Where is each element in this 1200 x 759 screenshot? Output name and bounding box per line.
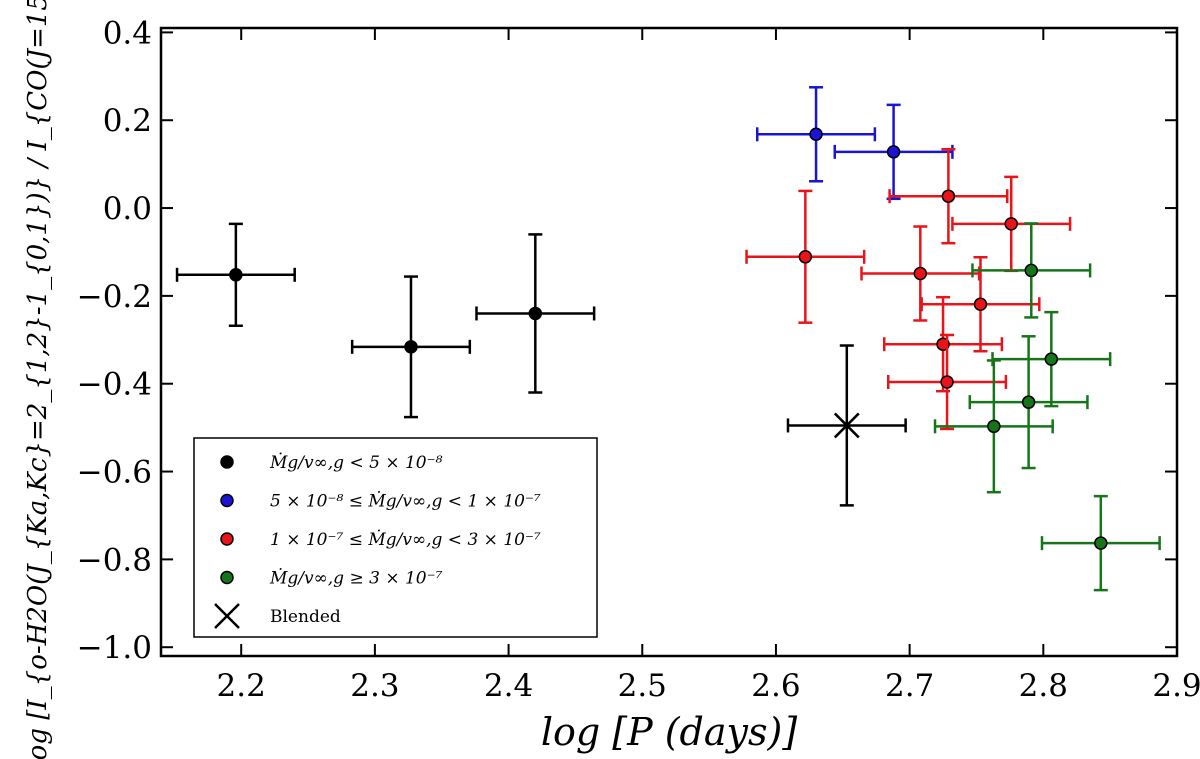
series-circle-1a14d4 [755, 86, 954, 201]
x-tick-label: 2.8 [1019, 668, 1068, 704]
y-tick-label: 0.0 [103, 191, 152, 227]
x-tick-label: 2.4 [484, 668, 533, 704]
data-point [745, 189, 866, 324]
y-axis-label: log [I_{o-H2O(J_{Ka,Kc}=2_{1,2}-1_{0,1})… [23, 0, 53, 759]
legend-label: 5 × 10⁻⁸ ≤ Ṁg/v∞,g < 1 × 10⁻⁷ [270, 491, 541, 512]
legend-item: Blended [214, 603, 341, 629]
legend-items: Ṁg/v∞,g < 5 × 10⁻⁸ 5 × 10⁻⁸ ≤ Ṁg/v∞,g < 1… [214, 452, 541, 629]
data-point [971, 222, 1092, 319]
point-marker [798, 250, 813, 264]
legend-item: Ṁg/v∞,g ≥ 3 × 10⁻⁷ [220, 568, 443, 589]
x-tick-label: 2.5 [618, 668, 667, 704]
legend-label: Blended [270, 607, 341, 627]
point-marker [1044, 352, 1059, 366]
legend-item: 1 × 10⁻⁷ ≤ Ṁg/v∞,g < 3 × 10⁻⁷ [220, 529, 541, 550]
x-axis-label: log [P (days)] [541, 710, 798, 754]
series-circle-16751a [933, 222, 1161, 592]
point-marker [1004, 217, 1018, 231]
point-marker [941, 189, 956, 203]
y-tick-label: 0.2 [103, 103, 152, 139]
data-point [755, 86, 877, 183]
plot-frame [159, 26, 1179, 658]
data-point [991, 310, 1112, 408]
legend-label: 1 × 10⁻⁷ ≤ Ṁg/v∞,g < 3 × 10⁻⁷ [270, 529, 541, 550]
x-tick-label: 2.3 [350, 668, 399, 704]
series-circle-000000 [175, 222, 596, 419]
legend-box [193, 437, 598, 638]
legend-item: Ṁg/v∞,g < 5 × 10⁻⁸ [220, 452, 443, 473]
data-point [786, 344, 907, 507]
point-marker [528, 306, 543, 321]
data-point [175, 222, 296, 328]
y-tick-label: 0.4 [103, 15, 152, 51]
series-circle-e8141a [745, 147, 1072, 431]
axis-ticks [161, 28, 1178, 656]
point-marker [973, 297, 988, 311]
data-point [920, 255, 1041, 353]
legend-label: Ṁg/v∞,g ≥ 3 × 10⁻⁷ [269, 568, 443, 589]
point-marker [1024, 263, 1039, 278]
point-marker [886, 145, 901, 159]
data-point [886, 333, 1008, 431]
legend-marker [220, 570, 234, 585]
x-tick-label: 2.6 [751, 668, 800, 704]
data-point [860, 225, 981, 322]
legend-marker [220, 493, 234, 508]
point-marker [1094, 536, 1108, 550]
x-tick-label: 2.2 [217, 668, 266, 704]
legend: Ṁg/v∞,g < 5 × 10⁻⁸ 5 × 10⁻⁸ ≤ Ṁg/v∞,g < 1… [193, 437, 598, 638]
data-point [933, 359, 1054, 494]
legend-label: Ṁg/v∞,g < 5 × 10⁻⁸ [269, 452, 443, 473]
data-point [475, 233, 596, 394]
point-marker [229, 268, 243, 282]
legend-item: 5 × 10⁻⁸ ≤ Ṁg/v∞,g < 1 × 10⁻⁷ [220, 491, 541, 512]
data-point [951, 175, 1072, 273]
y-tick-label: −0.6 [77, 455, 152, 491]
data-point [833, 103, 954, 201]
tick-labels: 2.2 2.3 2.4 2.5 2.6 2.7 2.8 2.9 0.4 0.2 0.0 −0.2 −0.… [77, 15, 1200, 704]
y-tick-label: −1.0 [77, 630, 152, 666]
legend-marker [220, 532, 234, 546]
legend-x-marker [214, 603, 240, 629]
data-point [888, 147, 1009, 245]
y-tick-label: −0.8 [77, 542, 152, 578]
point-marker [913, 266, 928, 281]
point-marker [940, 375, 954, 389]
data-point [968, 335, 1089, 470]
data-point [350, 275, 472, 419]
data-point [1040, 494, 1161, 592]
data-point [882, 295, 1004, 393]
point-marker [987, 419, 1001, 434]
series-x-000000 [786, 344, 907, 507]
data-points [175, 86, 1161, 592]
x-tick-label: 2.7 [885, 668, 934, 704]
legend-marker [220, 455, 234, 469]
x-tick-label: 2.9 [1152, 668, 1200, 704]
y-tick-label: −0.4 [77, 367, 152, 403]
y-tick-label: −0.2 [77, 279, 152, 315]
point-marker [404, 340, 418, 354]
point-marker [1021, 395, 1036, 409]
point-marker [809, 127, 823, 142]
blended-marker [833, 412, 860, 439]
